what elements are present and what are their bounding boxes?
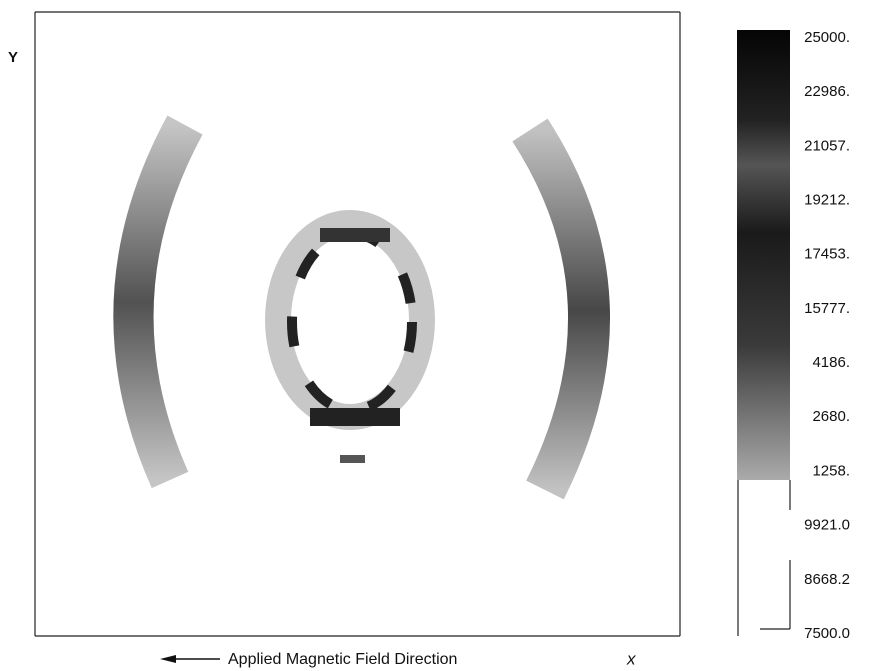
- colorbar-label: 19212.: [804, 192, 850, 209]
- colorbar-labels: 25000. 22986. 21057. 19212. 17453. 15777. 4186…: [804, 29, 850, 642]
- x-axis-label: x: [626, 649, 636, 668]
- colorbar-label: 2680.: [812, 408, 850, 425]
- y-axis-label: Y: [8, 49, 18, 66]
- colorbar: [737, 30, 790, 480]
- colorbar-label: 1258.: [812, 462, 850, 479]
- plot-frame: [34, 11, 681, 637]
- colorbar-label: 4186.: [812, 354, 850, 371]
- colorbar-label: 9921.0: [804, 517, 850, 534]
- colorbar-label: 25000.: [804, 29, 850, 46]
- colorbar-label: 15777.: [804, 300, 850, 317]
- scattering-pattern: [113, 115, 610, 500]
- caption: Applied Magnetic Field Direction: [228, 651, 457, 668]
- colorbar-label: 7500.0: [804, 625, 850, 642]
- colorbar-frame: [737, 480, 791, 636]
- field-arrow: [160, 655, 220, 663]
- colorbar-label: 17453.: [804, 246, 850, 263]
- colorbar-label: 8668.2: [804, 571, 850, 588]
- colorbar-label: 22986.: [804, 83, 850, 100]
- colorbar-label: 21057.: [804, 137, 850, 154]
